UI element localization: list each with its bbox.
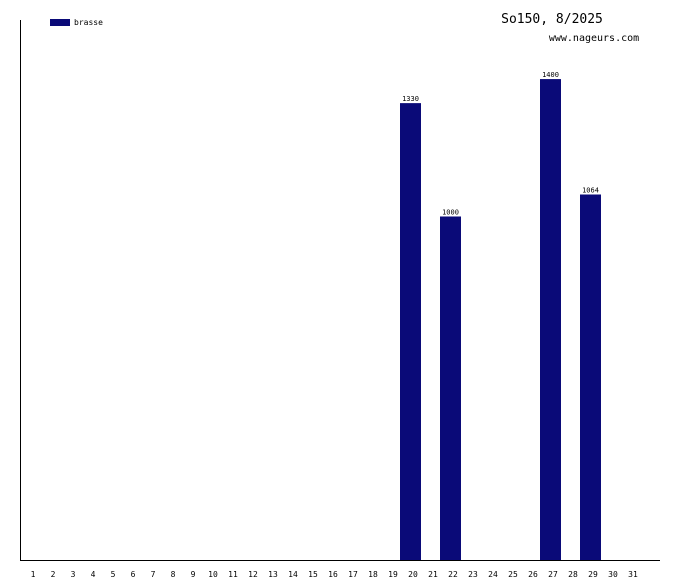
x-tick-label: 4 [91,570,96,579]
x-tick-label: 30 [608,570,618,579]
x-tick-label: 19 [388,570,398,579]
x-tick-label: 24 [488,570,498,579]
x-tick-label: 31 [628,570,638,579]
x-tick-label: 12 [248,570,258,579]
chart-title: So150, 8/2025 [501,12,603,27]
x-tick-label: 14 [288,570,298,579]
x-tick-label: 28 [568,570,578,579]
x-tick-label: 26 [528,570,538,579]
value-label: 1000 [442,208,459,216]
x-tick-label: 16 [328,570,338,579]
x-tick-label: 1 [31,570,36,579]
x-tick-label: 5 [111,570,116,579]
x-tick-label: 7 [151,570,156,579]
bar [400,103,421,561]
x-tick-label: 11 [228,570,238,579]
bar [580,194,601,560]
value-label: 1400 [542,71,559,79]
chart-subtitle: www.nageurs.com [549,33,639,44]
legend-swatch [50,19,70,26]
x-tick-label: 10 [208,570,218,579]
x-tick-label: 29 [588,570,598,579]
legend-label: brasse [74,18,103,27]
x-tick-label: 23 [468,570,478,579]
x-tick-label: 25 [508,570,518,579]
bar [440,216,461,560]
x-tick-label: 21 [428,570,438,579]
x-tick-label: 9 [191,570,196,579]
value-label: 1064 [582,187,599,195]
x-tick-label: 17 [348,570,358,579]
x-tick-label: 2 [51,570,56,579]
x-tick-label: 3 [71,570,76,579]
x-tick-label: 6 [131,570,136,579]
x-tick-label: 20 [408,570,418,579]
bar [540,79,561,560]
x-tick-label: 22 [448,570,458,579]
x-tick-label: 15 [308,570,318,579]
value-label: 1330 [402,95,419,103]
x-tick-label: 27 [548,570,558,579]
x-tick-label: 13 [268,570,278,579]
x-tick-label: 8 [171,570,176,579]
x-tick-label: 18 [368,570,378,579]
